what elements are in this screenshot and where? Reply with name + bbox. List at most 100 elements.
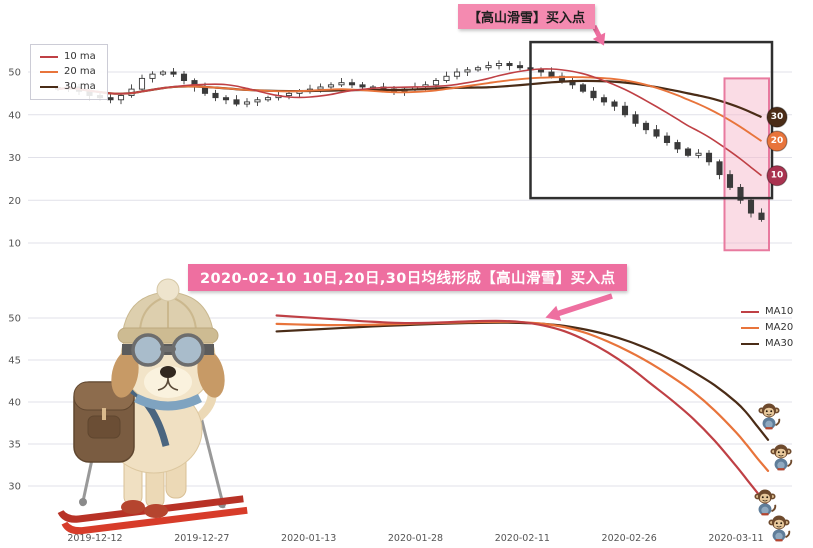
candle-body xyxy=(705,152,713,163)
candle-body xyxy=(695,152,702,156)
candle-body xyxy=(716,161,723,176)
candle-body xyxy=(453,71,461,77)
candle-body xyxy=(180,73,188,81)
candle-body xyxy=(737,186,744,201)
candle-body xyxy=(758,212,765,220)
candle-body xyxy=(432,80,440,86)
ma10-line xyxy=(57,68,762,177)
badge-label: 30 xyxy=(771,112,784,122)
y-tick-label: 40 xyxy=(8,398,21,409)
legend-label: 10 ma xyxy=(64,51,96,62)
ma10-line xyxy=(275,314,770,508)
legend-item-20ma: 20 ma xyxy=(40,67,96,77)
event-banner: 2020-02-10 10日,20日,30日均线形成【高山滑雪】买入点 xyxy=(188,264,628,291)
x-tick-label: 2019-12-12 xyxy=(67,533,122,544)
y-tick-label: 45 xyxy=(8,356,21,367)
ma10-swatch xyxy=(40,56,58,58)
candle-body xyxy=(348,82,356,86)
monkey-icon xyxy=(767,514,791,543)
monkey-icon xyxy=(757,402,781,431)
candle-body xyxy=(317,86,324,90)
legend-label: MA20 xyxy=(765,322,794,333)
x-tick-label: 2020-03-11 xyxy=(708,533,763,544)
highlight-band-border xyxy=(723,77,770,252)
candle-body xyxy=(653,129,660,137)
ma30-swatch xyxy=(741,343,759,345)
candle-body xyxy=(138,77,146,90)
candle-body xyxy=(222,97,230,101)
candle-body xyxy=(443,75,450,82)
badge-label: 10 xyxy=(771,171,784,181)
legend-item-ma20: MA20 xyxy=(741,323,793,333)
legend-item-ma10: MA10 xyxy=(741,307,793,317)
x-tick-label: 2019-12-27 xyxy=(174,533,229,544)
bottom-chart-legend: MA10 MA20 MA30 xyxy=(741,307,793,349)
ma10-badge xyxy=(766,165,788,187)
candle-body xyxy=(233,99,240,105)
candle-body xyxy=(590,90,597,99)
candle-body xyxy=(674,142,681,150)
y-tick-label: 40 xyxy=(8,110,21,121)
candle-body xyxy=(621,105,629,116)
y-tick-label: 10 xyxy=(8,239,21,250)
ma30-badge xyxy=(766,106,788,128)
banner-arrow xyxy=(545,293,613,321)
y-tick-label: 50 xyxy=(8,68,21,79)
candle-body xyxy=(159,71,167,75)
ma20-swatch xyxy=(40,71,58,73)
candle-body xyxy=(264,97,272,101)
candle-body xyxy=(338,82,345,86)
ma30-swatch xyxy=(40,86,58,88)
candle-body xyxy=(243,101,251,105)
legend-item-30ma: 30 ma xyxy=(40,82,96,92)
x-tick-label: 2020-01-28 xyxy=(388,533,443,544)
candle-body xyxy=(285,92,293,96)
candle-body xyxy=(632,114,639,124)
candle-body xyxy=(611,101,618,107)
x-tick-label: 2020-01-13 xyxy=(281,533,336,544)
candle-body xyxy=(747,199,755,214)
legend-label: 20 ma xyxy=(64,66,96,77)
candle-body xyxy=(726,174,734,188)
ma30-line xyxy=(275,321,770,441)
ma20-swatch xyxy=(741,327,759,329)
callout-arrow xyxy=(591,24,606,46)
legend-item-10ma: 10 ma xyxy=(40,52,96,62)
y-tick-label: 30 xyxy=(8,482,21,493)
candle-body xyxy=(149,73,156,79)
candle-body xyxy=(579,84,587,92)
candle-body xyxy=(642,122,650,131)
legend-item-ma30: MA30 xyxy=(741,339,793,349)
legend-label: MA10 xyxy=(765,306,794,317)
candle-body xyxy=(548,71,555,77)
y-tick-label: 50 xyxy=(8,314,21,325)
candle-body xyxy=(684,148,692,156)
top-chart-legend: 10 ma 20 ma 30 ma xyxy=(30,44,108,100)
candle-body xyxy=(359,84,366,88)
buy-point-callout: 【高山滑雪】买入点 xyxy=(458,4,596,29)
candle-body xyxy=(117,95,125,101)
x-tick-label: 2020-02-11 xyxy=(495,533,550,544)
ma20-line xyxy=(275,320,770,472)
x-tick-label: 2020-02-26 xyxy=(602,533,657,544)
y-tick-label: 35 xyxy=(8,440,21,451)
y-tick-label: 20 xyxy=(8,196,21,207)
candle-body xyxy=(254,99,261,103)
candle-body xyxy=(516,65,524,69)
dog-skier-illustration xyxy=(57,278,248,535)
monkey-icon xyxy=(753,488,777,517)
candle-body xyxy=(537,69,545,73)
legend-label: 30 ma xyxy=(64,81,96,92)
monkey-icon xyxy=(769,443,793,472)
y-tick-label: 30 xyxy=(8,153,21,164)
candle-body xyxy=(327,84,335,88)
candle-body xyxy=(107,97,114,101)
legend-label: MA30 xyxy=(765,338,794,349)
ma10-swatch xyxy=(741,311,759,313)
ma20-badge xyxy=(766,130,788,152)
candle-body xyxy=(170,71,177,75)
candle-body xyxy=(663,135,671,143)
candle-body xyxy=(600,97,608,103)
